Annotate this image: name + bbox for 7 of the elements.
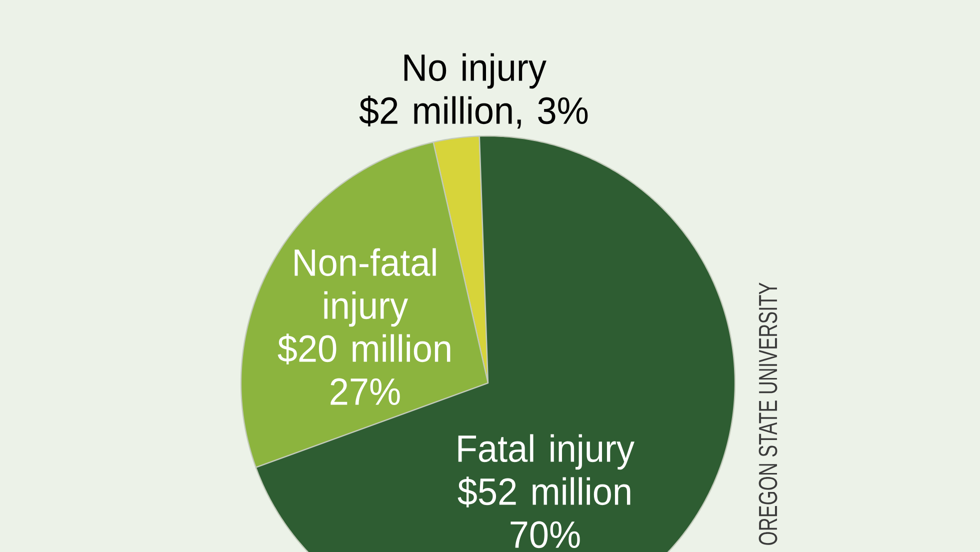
slice-label: Fatal injury	[458, 434, 634, 470]
data-label: $20 million 27%	[278, 334, 450, 405]
data-label: $2 million, 3%	[359, 96, 588, 129]
text: OREGON STATE UNIVERSITY	[758, 282, 778, 545]
data-label: $52 million 70%	[458, 476, 630, 548]
slice-label: No injury	[404, 53, 546, 89]
slice-label: Non-fatal injury	[294, 248, 436, 327]
